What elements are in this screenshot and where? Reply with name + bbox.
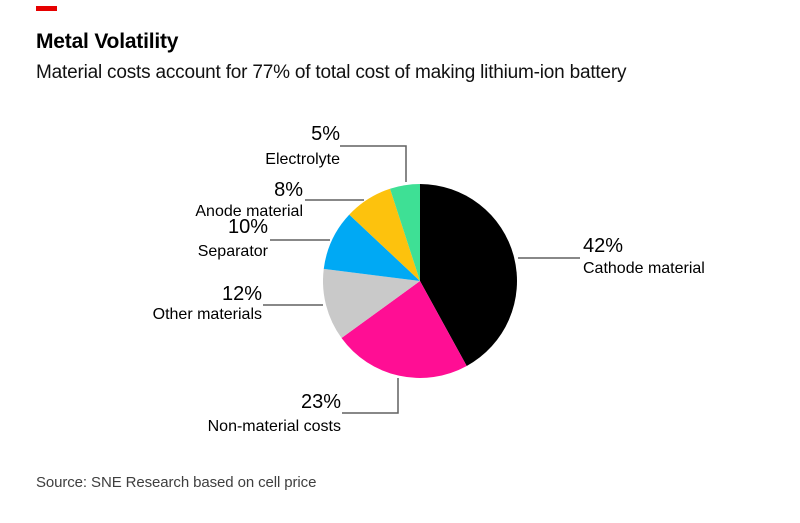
callout-other-materials: 12% Other materials	[102, 284, 262, 323]
callout-other-pct: 12%	[221, 283, 262, 305]
callout-separator-label: Separator	[197, 243, 268, 260]
callout-cathode-pct: 42%	[583, 235, 624, 257]
pie-slice-separator	[323, 214, 420, 281]
callout-cathode-material: 42% Cathode material	[583, 236, 773, 277]
chart-subtitle: Material costs account for 77% of total …	[36, 62, 627, 83]
callout-cathode-label: Cathode material	[583, 260, 705, 277]
pie-slice-electrolyte	[390, 184, 420, 281]
pie-slice-anode-material	[349, 188, 420, 281]
callout-anode-pct: 8%	[274, 179, 303, 201]
brand-accent-dash	[36, 6, 57, 11]
callout-nonmaterial-pct: 23%	[300, 391, 341, 413]
pie-slice-cathode-material	[420, 184, 517, 366]
pie-chart	[322, 184, 517, 378]
callout-electrolyte: 5% Electrolyte	[180, 124, 340, 168]
callout-other-label: Other materials	[152, 306, 262, 323]
callout-electrolyte-label: Electrolyte	[265, 151, 340, 168]
chart-title: Metal Volatility	[36, 30, 179, 53]
source-note: Source: SNE Research based on cell price	[36, 474, 317, 491]
pie-chart-svg	[322, 184, 517, 378]
callout-nonmaterial-label: Non-material costs	[207, 418, 341, 435]
pie-slice-non-material-costs	[341, 281, 467, 378]
callout-separator-pct: 10%	[227, 216, 268, 238]
callout-anode-label: Anode material	[195, 203, 303, 220]
connector-non-material-costs	[342, 378, 399, 414]
callout-anode-material: 8% Anode material	[143, 180, 303, 220]
pie-slice-other-materials	[322, 268, 420, 339]
callout-electrolyte-pct: 5%	[311, 123, 340, 145]
connector-electrolyte	[340, 145, 407, 182]
callout-separator: 10% Separator	[108, 217, 268, 260]
callout-non-material-costs: 23% Non-material costs	[181, 392, 341, 435]
